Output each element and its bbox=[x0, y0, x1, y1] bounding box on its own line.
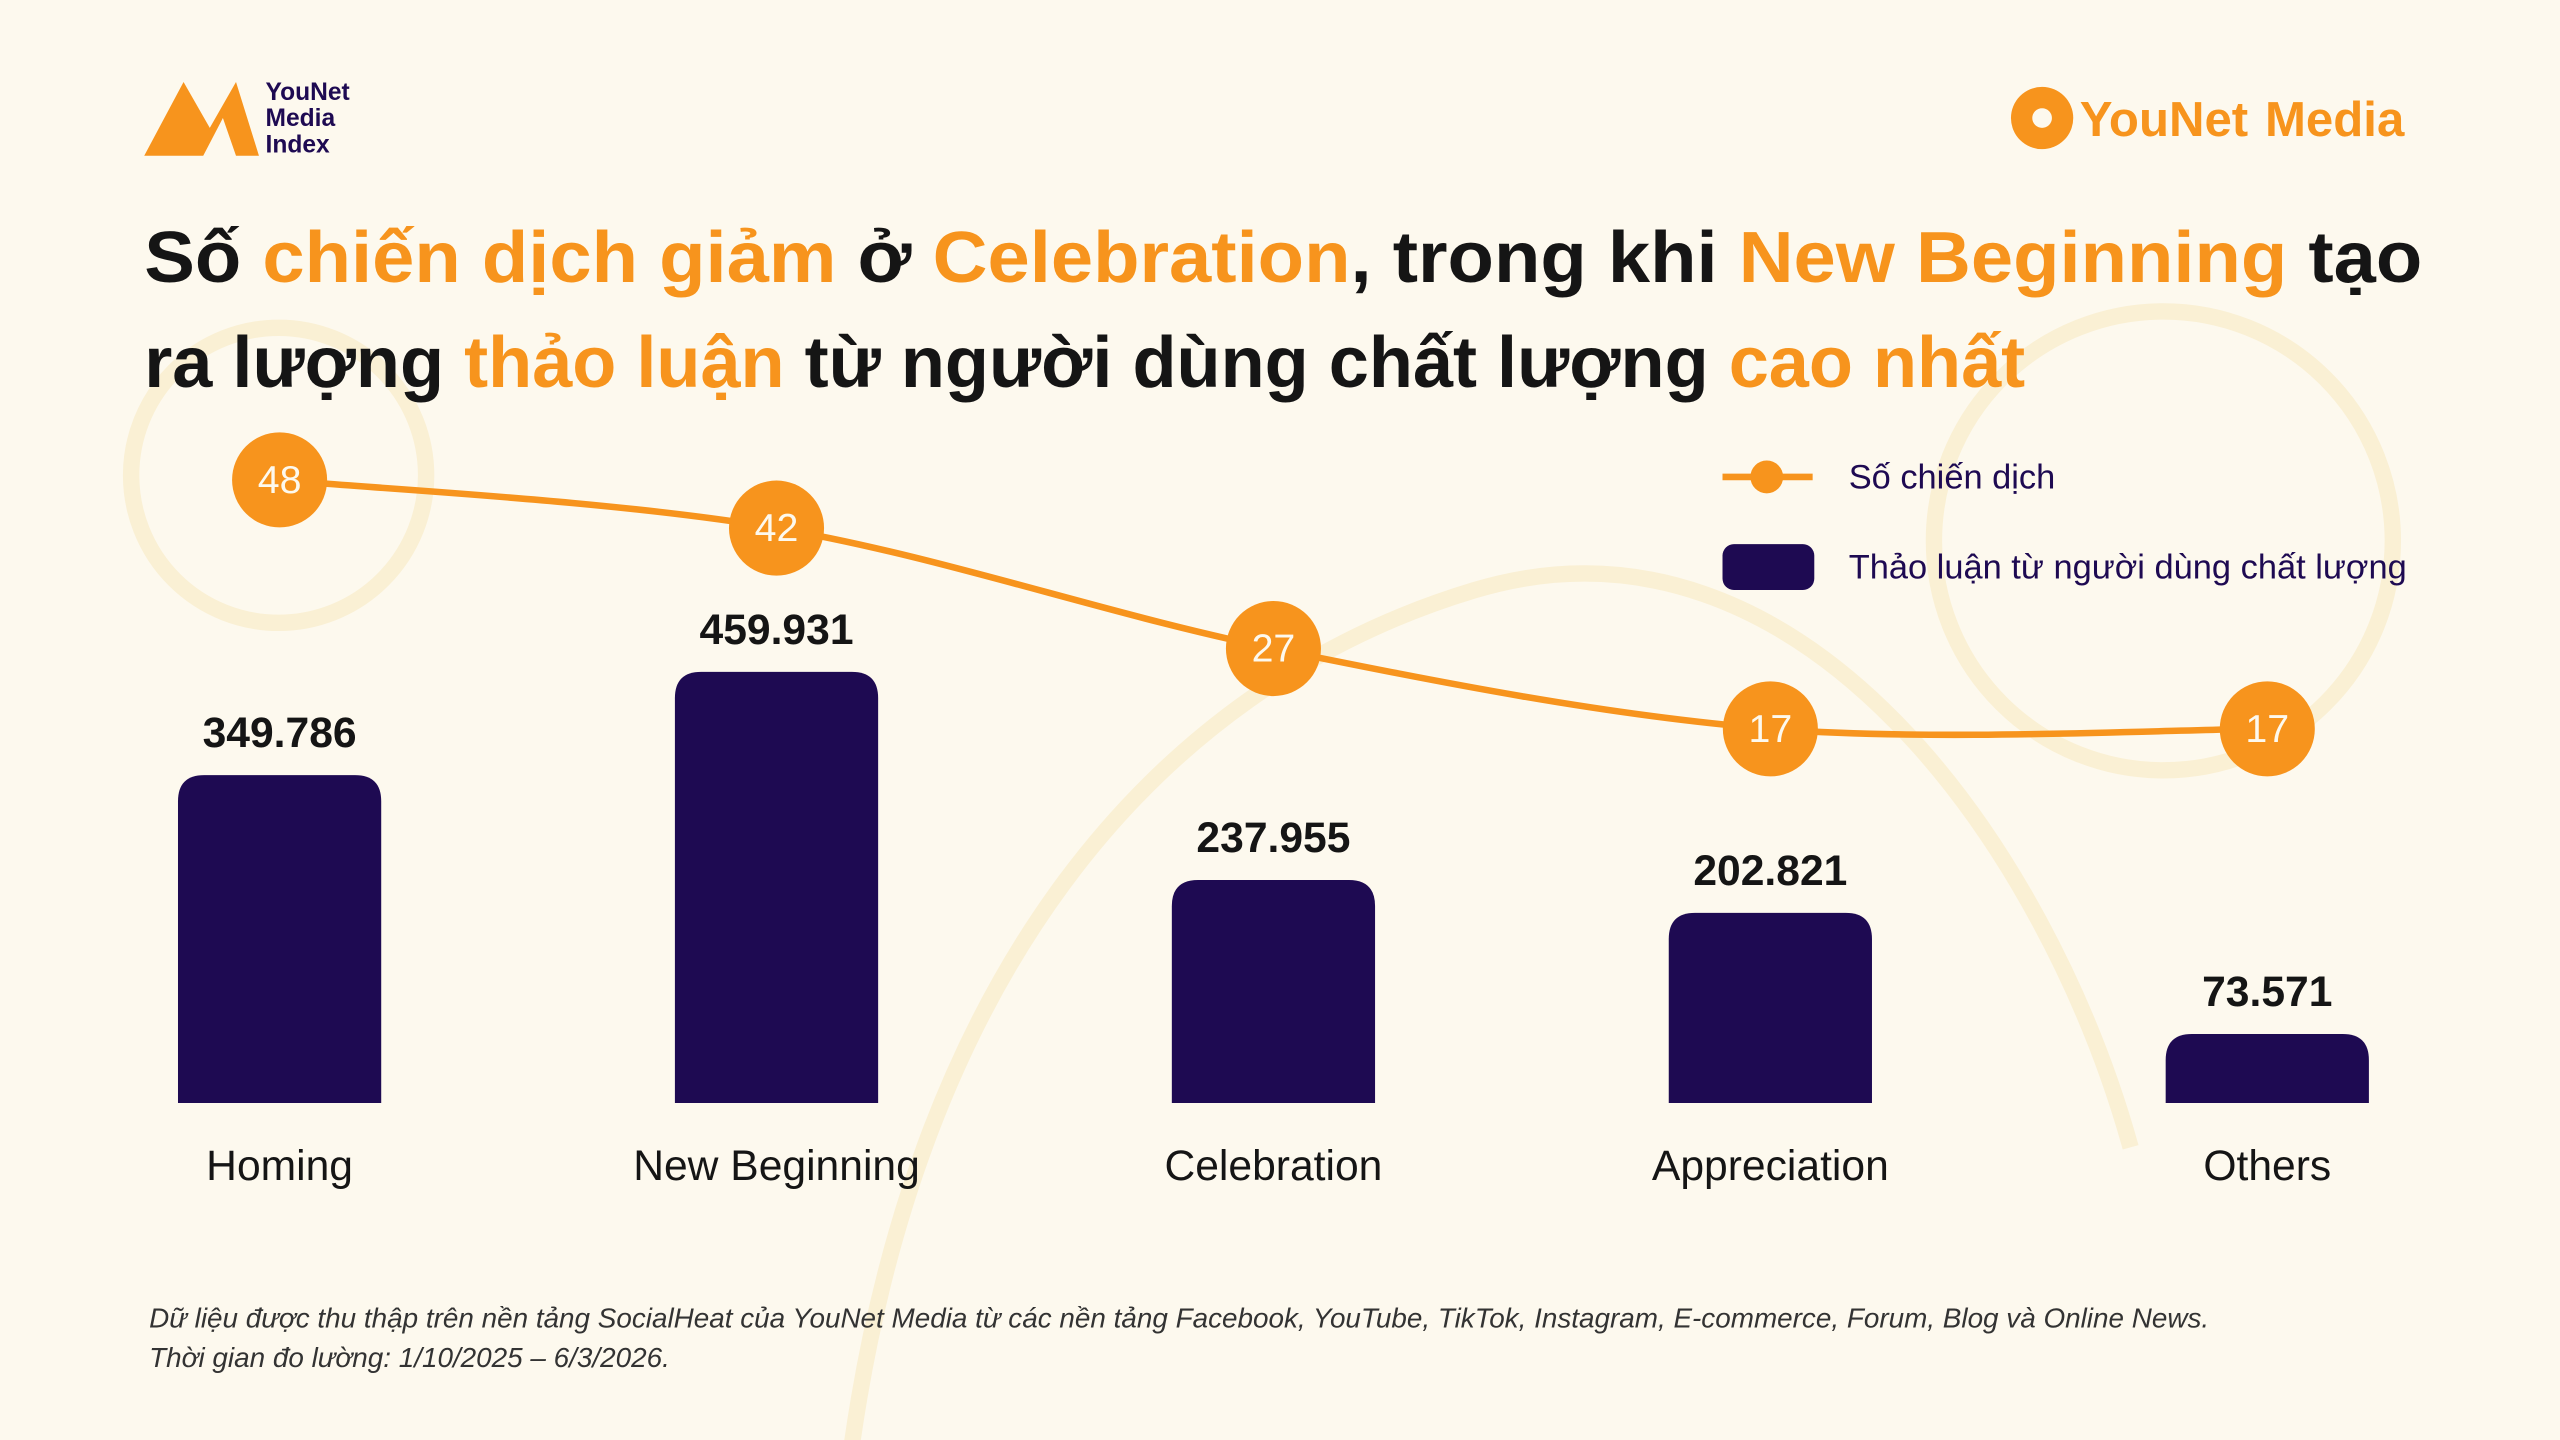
title-segment: từ người dùng chất lượng bbox=[785, 323, 1729, 403]
point bbox=[728, 480, 825, 576]
title-segment: chiến dịch giảm bbox=[262, 218, 836, 298]
bar bbox=[674, 671, 879, 1104]
brand-text: Index bbox=[266, 131, 331, 158]
title-segment: Celebration bbox=[933, 218, 1351, 298]
brand-text: YouNet bbox=[2080, 92, 2248, 147]
point bbox=[1225, 601, 1321, 697]
brand-text: Media bbox=[266, 105, 336, 132]
title-segment: cao nhất bbox=[1729, 323, 2026, 403]
data-label: 48 bbox=[258, 458, 302, 502]
data-label: 349.786 bbox=[203, 709, 357, 757]
title-segment: thảo luận bbox=[464, 323, 784, 403]
data-label: 237.955 bbox=[1196, 814, 1350, 862]
logo-mark bbox=[144, 81, 259, 156]
legend-swatch bbox=[1750, 460, 1784, 494]
chart-title: ra lượng thảo luận từ người dùng chất lư… bbox=[144, 323, 2025, 403]
decoration bbox=[122, 303, 2402, 1440]
brand-text: YouNet bbox=[266, 79, 350, 106]
logo-mark bbox=[2032, 108, 2052, 128]
brand-left: YouNet Media Index bbox=[144, 79, 350, 158]
title-segment: New Beginning bbox=[1739, 218, 2288, 298]
x-tick-label: Appreciation bbox=[1652, 1142, 1889, 1190]
point bbox=[2219, 681, 2315, 777]
title-segment: ra lượng bbox=[144, 323, 464, 403]
brand-right: YouNet Media bbox=[2010, 86, 2405, 150]
bar bbox=[2165, 1034, 2369, 1104]
x-tick-label: New Beginning bbox=[633, 1142, 920, 1190]
x-tick-label: Others bbox=[2203, 1142, 2331, 1190]
title-segment: tạo bbox=[2287, 218, 2422, 298]
x-tick-label: Homing bbox=[206, 1142, 353, 1190]
x-tick-label: Celebration bbox=[1164, 1142, 1382, 1190]
point bbox=[232, 432, 328, 528]
bar bbox=[1668, 912, 1872, 1104]
legend-label: Thảo luận từ người dùng chất lượng bbox=[1849, 549, 2407, 587]
title-segment: ở bbox=[836, 218, 932, 298]
data-label: 17 bbox=[2245, 707, 2289, 751]
legend-swatch bbox=[1722, 544, 1815, 591]
title-segment: Số bbox=[144, 218, 262, 298]
footnote: Thời gian đo lường: 1/10/2025 – 6/3/2026… bbox=[149, 1342, 670, 1373]
data-label: 27 bbox=[1252, 627, 1296, 671]
data-label: 202.821 bbox=[1693, 847, 1847, 895]
bar bbox=[177, 775, 382, 1104]
brand-text: Media bbox=[2265, 92, 2405, 147]
chart-title: Số chiến dịch giảm ở Celebration, trong … bbox=[144, 218, 2422, 298]
data-label: 17 bbox=[1748, 707, 1792, 751]
title-segment: , trong khi bbox=[1350, 218, 1738, 298]
data-label: 459.931 bbox=[700, 606, 854, 654]
bar bbox=[1171, 879, 1376, 1104]
point bbox=[1722, 681, 1818, 777]
data-label: 73.571 bbox=[2202, 968, 2332, 1016]
data-label: 42 bbox=[755, 506, 799, 550]
legend-label: Số chiến dịch bbox=[1849, 458, 2056, 496]
footnote: Dữ liệu được thu thập trên nền tảng Soci… bbox=[149, 1303, 2209, 1334]
